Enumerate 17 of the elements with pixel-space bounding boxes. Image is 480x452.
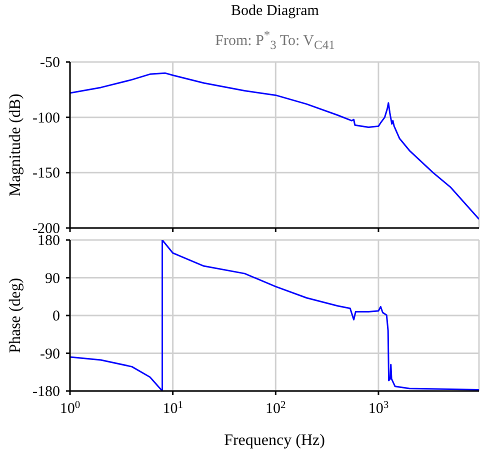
x-tick-label: 10$^{2}$ (266, 400, 286, 417)
y-tick-label: 90 (45, 270, 60, 287)
y-axis-title: Magnitude (dB) (7, 94, 24, 196)
y-tick-label: -100 (32, 110, 60, 126)
y-axis-title: Phase (deg) (7, 278, 24, 354)
y-tick-label: 0 (52, 308, 60, 324)
y-tick-label: 180 (38, 233, 60, 249)
y-tick-label: -50 (40, 55, 60, 71)
y-tick-label: -180 (32, 384, 60, 400)
chart-subtitle: From: P$^{*}$$_{3}$ To: V$_{C41}$ (214, 28, 336, 53)
x-tick-label: 10$^{3}$ (368, 400, 389, 417)
chart-title: Bode Diagram (230, 2, 320, 20)
y-tick-label: -90 (40, 346, 60, 362)
x-tick-label: 10$^{1}$ (162, 400, 183, 417)
x-tick-label: 10$^{0}$ (60, 400, 80, 417)
x-axis-title: Frequency (Hz) (224, 432, 325, 449)
y-tick-label: -150 (32, 166, 60, 182)
